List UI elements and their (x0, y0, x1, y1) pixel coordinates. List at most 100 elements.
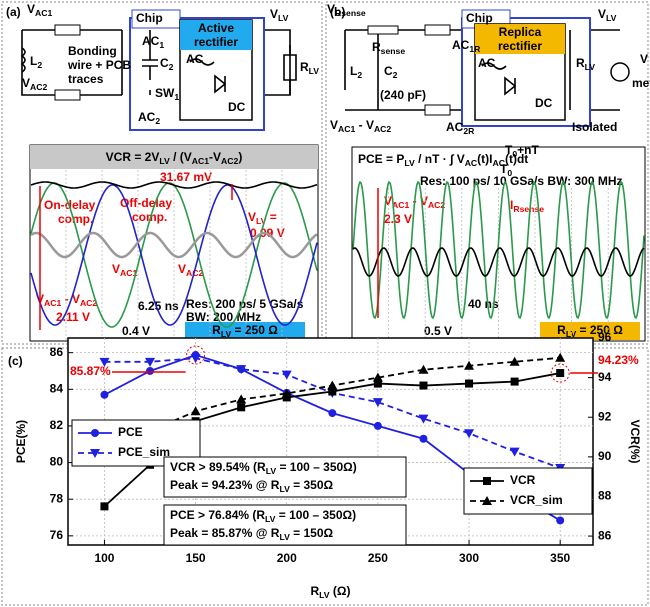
text-part: = 100 – 350Ω) (276, 460, 357, 474)
data-point (465, 380, 473, 388)
legend-marker (483, 477, 491, 485)
text-part: LV (404, 158, 415, 168)
text-part: LV (309, 66, 320, 76)
text-part: VCR > 89.54% (R (170, 460, 266, 474)
label: Chip (136, 11, 163, 25)
label: AC (186, 52, 204, 66)
text-part: 1R (469, 44, 481, 54)
y-tick-label: 82 (50, 418, 64, 432)
text-part: 0.4 V (122, 324, 150, 338)
label: VAC1 (27, 2, 52, 18)
data-point (146, 367, 154, 375)
text-part: AC2 (374, 124, 391, 134)
text-part: Active (198, 21, 234, 35)
text-part: AC2 (30, 82, 47, 92)
text-part: +nT (517, 143, 539, 157)
scope-a: VCR = 2VLV / (VAC1-VAC2) 31.67 mV On-del… (30, 145, 318, 341)
text-part: 1 (159, 40, 164, 50)
legend-label: PCE_sim (118, 445, 170, 459)
text-part: LV (265, 514, 276, 524)
text-part: R (557, 323, 566, 337)
text-part: AC (478, 56, 496, 70)
label: SW1 (155, 86, 179, 102)
legend-label: PCE (118, 425, 143, 439)
data-point (556, 516, 564, 524)
label: RLV (300, 60, 319, 76)
chart: (c) 100150200250300350767880828486868890… (8, 330, 642, 600)
label: Chip (466, 11, 493, 25)
resistor (368, 26, 398, 34)
peak-label: 94.23% (598, 353, 639, 367)
label: DC (228, 100, 246, 114)
text-part: R (300, 60, 309, 74)
text-part: Res: 100 ps/ 10 GSa/s BW: 300 MHz (420, 174, 623, 188)
x-tick-label: 350 (550, 551, 570, 565)
text-part: R (576, 56, 585, 70)
text-part: SW (155, 86, 175, 100)
label: C2 (160, 56, 174, 72)
text-part: V (330, 118, 338, 132)
text-part: (t)I (477, 152, 492, 166)
label: rectifier (498, 39, 542, 53)
label: AC2 (138, 110, 160, 126)
text-part: Chip (136, 11, 163, 25)
y-tick-label: 78 (50, 491, 64, 505)
text-part: L (30, 54, 37, 68)
text-part: V (327, 2, 335, 16)
label: Bonding (68, 44, 117, 58)
legend-label: VCR (510, 473, 536, 487)
text-part: 2 (169, 62, 174, 72)
text-part: 2 (155, 116, 160, 126)
text-part: Bonding (68, 44, 117, 58)
schematic-b: (b) VRsense Rsense Chip Replica rectifie… (327, 2, 650, 136)
y2-tick-label: 90 (598, 449, 612, 463)
data-point (100, 391, 108, 399)
y-axis-title: PCE(%) (14, 420, 28, 463)
text-part: AC1 (192, 156, 209, 166)
text-part: PCE = P (358, 152, 404, 166)
text-part: DC (228, 100, 246, 114)
summary-text: PCE > 76.84% (RLV = 100 – 350Ω) (170, 508, 356, 524)
label: C2 (384, 64, 398, 80)
panel-label: (a) (6, 5, 21, 19)
text-part: AC (186, 52, 204, 66)
label: VAC1 - VAC2 (330, 118, 391, 134)
text-part: Replica (499, 25, 542, 39)
x-tick-label: 200 (277, 551, 297, 565)
label: (240 pF) (380, 88, 426, 102)
text-part: LV (279, 532, 290, 542)
summary-text: Peak = 85.87% @ RLV = 150Ω (170, 526, 334, 542)
label: Replica (499, 25, 542, 39)
x-axis-title: RLV (Ω) (310, 584, 350, 600)
text-part: C (160, 56, 169, 70)
y2-tick-label: 86 (598, 528, 612, 542)
label: AC (478, 56, 496, 70)
text-part: LV (159, 156, 170, 166)
text-part: wire + PCB (67, 58, 131, 72)
schematic-a: (a) VAC1 L2 Bonding wire + PCB traces VA… (6, 2, 319, 130)
text-part: rectifier (498, 39, 542, 53)
text-part: V (178, 262, 186, 276)
text-part: LV (585, 62, 596, 72)
text-part: (a) (6, 5, 21, 19)
text-part: LV (279, 484, 290, 494)
text-part: V (22, 76, 30, 90)
label: AC2R (446, 120, 475, 136)
text-part: meter (632, 76, 650, 90)
annotation: 31.67 mV (160, 170, 212, 184)
text-part: V (27, 2, 35, 16)
label: Isolated (572, 120, 617, 134)
data-point (100, 502, 108, 510)
text-part: rectifier (194, 35, 238, 49)
label: VLV (598, 7, 617, 23)
x-tick-label: 100 (94, 551, 114, 565)
x-tick-label: 250 (368, 551, 388, 565)
summary-text: Peak = 94.23% @ RLV = 350Ω (170, 478, 334, 494)
text-part: LV (278, 13, 289, 23)
text-part: V (640, 52, 648, 66)
label: meter (632, 76, 650, 90)
data-point (556, 369, 564, 377)
text-part: traces (68, 72, 104, 86)
text-part: / (V (170, 150, 192, 164)
x-tick-label: 300 (459, 551, 479, 565)
